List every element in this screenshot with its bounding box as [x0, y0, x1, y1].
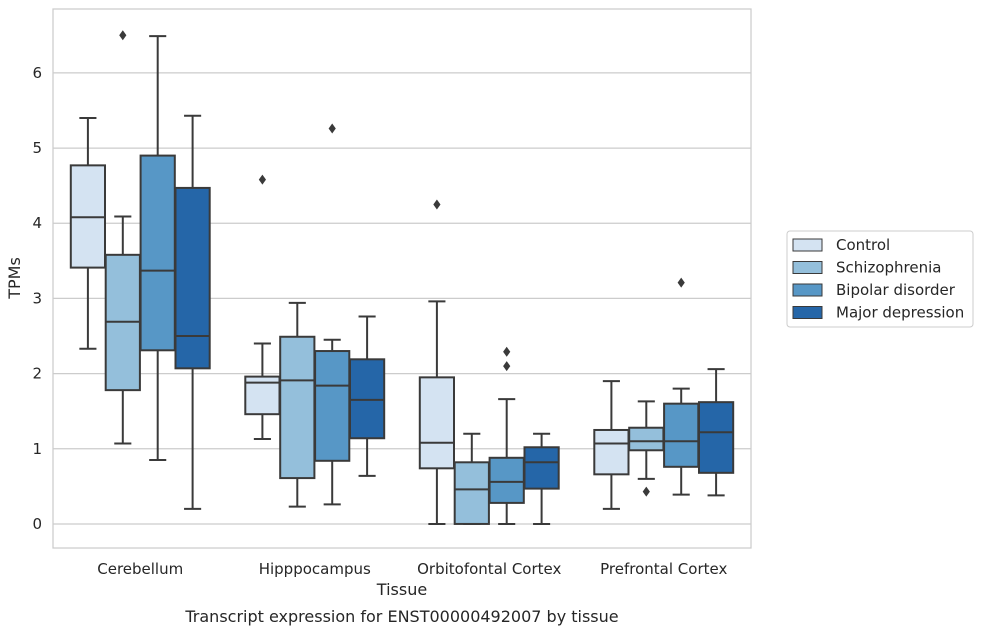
x-tick-label: Prefrontal Cortex [600, 560, 727, 578]
x-tick-label: Orbitofontal Cortex [417, 560, 561, 578]
box-body [523, 446, 560, 490]
series-bipolar-disorder [139, 35, 700, 525]
legend-entry: Schizophrenia [836, 259, 941, 277]
box [593, 380, 630, 510]
y-tick-label: 4 [32, 214, 42, 232]
box [279, 301, 316, 508]
legend: Control Schizophrenia Bipolar disorder Majo… [786, 230, 974, 328]
legend-frame [786, 230, 974, 328]
box-series-group [69, 30, 735, 525]
box [104, 30, 141, 445]
x-axis-label: Tissue [376, 580, 427, 599]
x-tick-label: Cerebellum [97, 560, 183, 578]
series-control [69, 117, 630, 525]
legend-entry: Control [836, 236, 890, 254]
box-body [663, 402, 700, 468]
chart-caption: Transcript expression for ENST0000049200… [184, 607, 618, 626]
box-body [697, 401, 735, 474]
box-body [418, 376, 456, 470]
outlier-point [433, 199, 441, 210]
outlier-point [503, 346, 511, 357]
box [314, 123, 351, 506]
legend-entry: Bipolar disorder [836, 281, 956, 299]
box [174, 114, 211, 510]
y-tick-label: 0 [32, 515, 42, 533]
outlier-point [328, 123, 336, 134]
box-body [139, 154, 176, 352]
legend-swatch [792, 306, 823, 319]
box-body [593, 428, 630, 476]
legend-swatch [792, 283, 823, 297]
legend-swatch [792, 238, 823, 252]
outlier-point [503, 361, 511, 372]
box-body [488, 456, 525, 504]
box [663, 277, 700, 496]
box-body [628, 426, 665, 452]
box [488, 346, 525, 525]
x-axis-ticks: Cerebellum Hipppocampus Orbitofontal Corte… [97, 560, 727, 578]
outlier-point [642, 486, 650, 497]
box-body [314, 350, 351, 462]
outlier-point [119, 30, 127, 41]
box-body [348, 358, 386, 440]
y-axis-ticks: 0 1 2 3 4 5 6 [32, 64, 42, 533]
y-tick-label: 3 [32, 289, 42, 307]
box [69, 117, 107, 350]
box [244, 174, 281, 440]
outlier-point [258, 174, 266, 185]
legend-entry: Major depression [836, 304, 964, 322]
box-body [174, 186, 211, 370]
y-tick-label: 6 [32, 64, 42, 82]
box [523, 432, 560, 525]
box-body [279, 335, 316, 480]
outlier-point [677, 277, 685, 288]
x-tick-label: Hipppocampus [259, 560, 371, 578]
y-tick-label: 5 [32, 139, 42, 157]
box [348, 315, 386, 477]
series-major-depression [174, 114, 735, 525]
box-body [453, 461, 490, 525]
box [697, 368, 735, 497]
series-schizophrenia [104, 30, 665, 525]
legend-swatch [792, 261, 823, 274]
y-axis-label: TPMs [5, 257, 24, 300]
box [453, 432, 490, 525]
y-tick-label: 2 [32, 365, 42, 383]
box [139, 35, 176, 462]
y-tick-label: 1 [32, 440, 42, 458]
box [418, 199, 456, 525]
